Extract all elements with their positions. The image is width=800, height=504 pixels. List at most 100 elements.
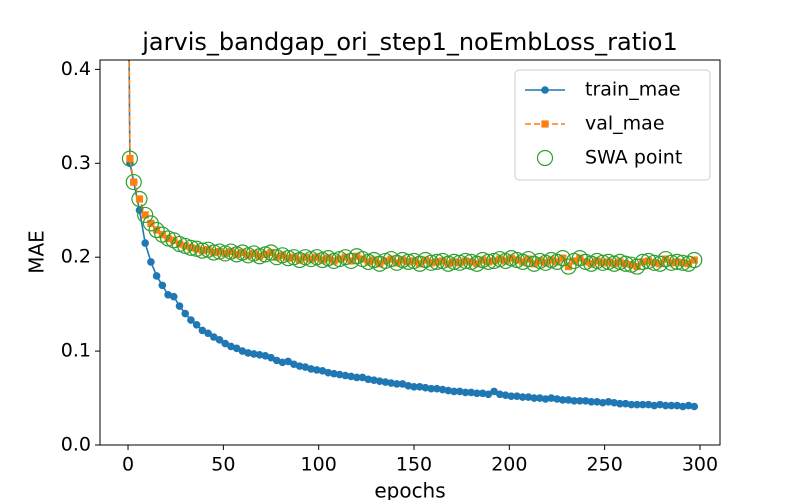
val-point	[461, 257, 470, 265]
train-point	[375, 377, 384, 385]
train-point	[295, 362, 304, 370]
train-point	[410, 382, 418, 391]
train-point	[393, 380, 401, 388]
val-point	[427, 259, 435, 267]
legend-marker	[541, 120, 549, 128]
swa-point	[457, 252, 474, 270]
train-point	[358, 373, 367, 382]
train-point	[667, 401, 676, 410]
swa-point	[480, 253, 497, 270]
x-tick-label: 50	[211, 454, 235, 476]
plot-area	[121, 60, 703, 411]
val-point	[496, 255, 504, 263]
val-point	[204, 246, 212, 254]
swa-point	[194, 242, 211, 259]
train-point	[324, 368, 333, 377]
train-point	[267, 353, 275, 362]
train-point	[478, 389, 487, 398]
train-point	[232, 344, 241, 353]
val-point	[507, 254, 515, 262]
train-point	[690, 402, 699, 411]
train-point	[495, 390, 504, 399]
train-point	[621, 399, 630, 408]
val-point	[187, 244, 195, 252]
val-point	[433, 258, 441, 266]
val-point	[398, 256, 407, 264]
val-point	[444, 260, 452, 268]
swa-point	[428, 253, 445, 270]
val-point	[439, 257, 447, 265]
swa-point	[445, 253, 463, 270]
legend-marker	[536, 149, 554, 167]
train-point	[364, 375, 373, 384]
val-point	[170, 236, 178, 244]
train-point	[181, 309, 190, 318]
val-point	[667, 259, 675, 267]
x-tick-label: 0	[122, 454, 134, 476]
train-point	[330, 369, 338, 378]
swa-point	[554, 250, 571, 267]
val-point	[416, 260, 424, 268]
swa-point	[148, 221, 165, 239]
y-tick-label: 0.4	[61, 58, 91, 80]
x-tick-label: 100	[301, 454, 337, 476]
val-point	[255, 252, 264, 260]
train-point	[307, 365, 315, 373]
train-point	[490, 387, 498, 396]
train-point	[255, 351, 264, 359]
swa-point	[680, 255, 697, 272]
train-point	[633, 400, 641, 409]
train-point	[650, 401, 659, 410]
train-point	[261, 351, 270, 360]
train-point	[513, 392, 521, 400]
swa-point	[262, 244, 280, 261]
swa-point	[571, 250, 588, 267]
train-point	[461, 388, 470, 397]
train-point	[455, 387, 464, 396]
swa-point	[137, 206, 154, 224]
train-point	[444, 386, 453, 395]
val-point	[147, 219, 155, 227]
swa-point	[142, 215, 160, 232]
swa-point	[423, 254, 440, 271]
swa-point	[617, 255, 634, 272]
train-point	[141, 239, 149, 247]
train-point	[250, 350, 258, 358]
train-point	[381, 378, 390, 386]
val-point	[175, 240, 184, 248]
train-point	[284, 357, 292, 366]
train-point	[278, 358, 287, 367]
val-point	[376, 260, 384, 268]
swa-point	[125, 173, 142, 191]
val-point	[290, 253, 298, 261]
x-axis-label: epochs	[374, 479, 445, 501]
train-point	[175, 302, 184, 310]
swa-point	[674, 254, 691, 271]
train-point	[644, 400, 653, 409]
swa-point	[411, 255, 428, 272]
y-tick-label: 0.0	[61, 434, 91, 456]
train-point	[244, 349, 252, 357]
train-point	[553, 395, 561, 403]
val-point	[581, 258, 590, 266]
train-point	[347, 372, 355, 381]
val-point	[233, 250, 241, 258]
val-point	[364, 258, 372, 266]
train-point	[593, 398, 601, 406]
val-point	[456, 259, 464, 267]
val-point	[210, 248, 218, 257]
val-point	[330, 257, 338, 265]
train-point	[438, 385, 447, 394]
val-point	[278, 251, 287, 259]
train-point	[604, 398, 613, 406]
swa-point	[657, 250, 674, 268]
val-point	[341, 253, 349, 261]
val-point	[221, 249, 229, 258]
val-point	[501, 257, 510, 265]
swa-point	[634, 253, 651, 270]
train-point	[341, 371, 350, 380]
train-point	[415, 382, 424, 391]
val-point	[684, 260, 693, 268]
val-point	[587, 260, 595, 268]
y-axis-label: MAE	[25, 230, 49, 274]
